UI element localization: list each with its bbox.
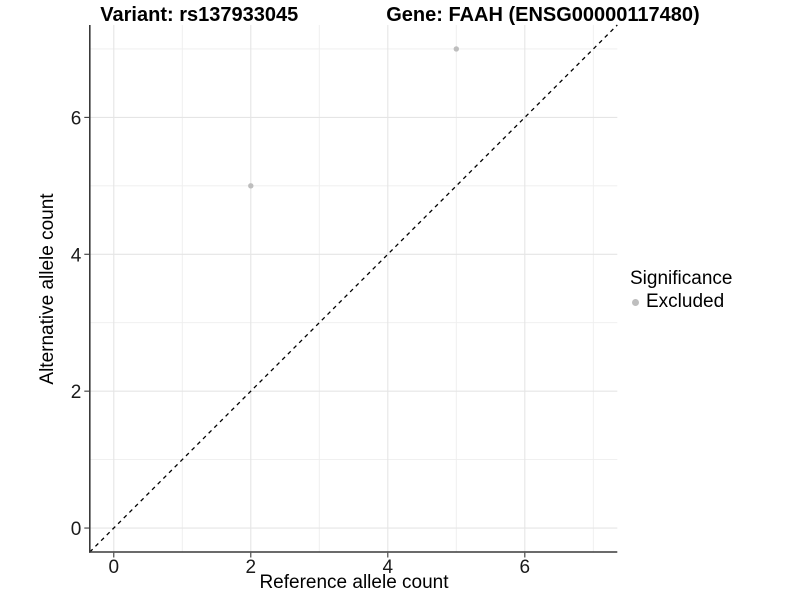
y-tick-label: 2 bbox=[71, 382, 82, 403]
x-tick-label: 2 bbox=[246, 557, 257, 578]
legend-item-label: Excluded bbox=[646, 291, 725, 312]
y-axis-label: Alternative allele count bbox=[37, 193, 58, 385]
legend: Significance Excluded bbox=[630, 267, 732, 313]
y-tick-label: 0 bbox=[71, 519, 82, 540]
y-tick-label: 6 bbox=[71, 108, 82, 129]
plot-title-variant: Variant: rs137933045 bbox=[100, 4, 299, 26]
x-tick-label: 6 bbox=[520, 557, 531, 578]
identity-line bbox=[89, 24, 618, 553]
plot-title: Variant: rs137933045 Gene: FAAH (ENSG000… bbox=[0, 3, 800, 27]
legend-title: Significance bbox=[630, 268, 733, 289]
x-tick-label: 0 bbox=[108, 557, 119, 578]
data-point bbox=[453, 46, 460, 52]
legend-key-dot bbox=[632, 298, 639, 306]
x-axis-label: Reference allele count bbox=[259, 572, 449, 593]
legend-item: Excluded bbox=[630, 291, 732, 313]
y-tick-label: 4 bbox=[71, 245, 82, 266]
x-tick-label: 4 bbox=[383, 557, 394, 578]
plot-title-gene: Gene: FAAH (ENSG00000117480) bbox=[386, 4, 700, 26]
data-point bbox=[248, 183, 254, 189]
